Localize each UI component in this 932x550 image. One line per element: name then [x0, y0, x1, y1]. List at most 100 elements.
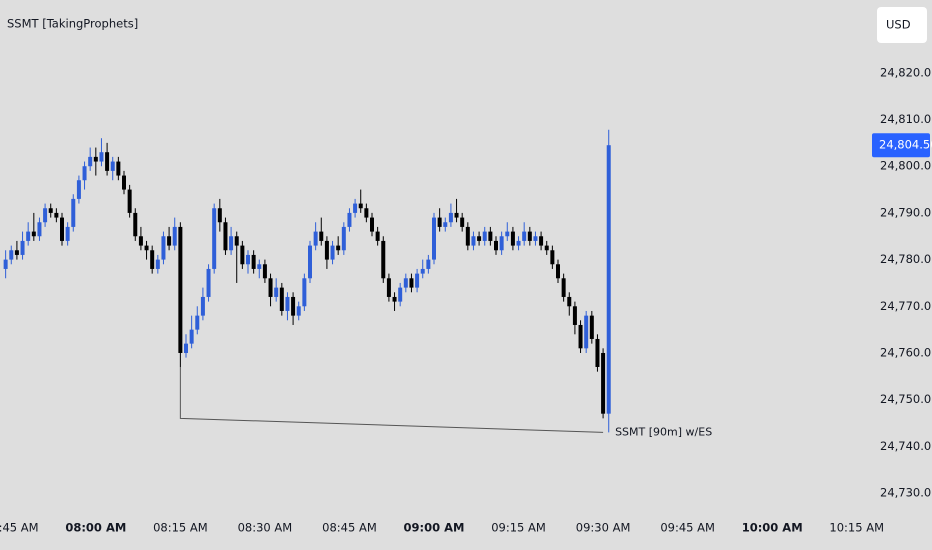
- candle-body: [246, 254, 250, 265]
- x-tick-label: 07:45 AM: [0, 521, 39, 535]
- candle-body: [155, 259, 160, 269]
- candle-body: [510, 231, 515, 246]
- annotation-label: SSMT [90m] w/ES: [615, 425, 712, 438]
- candle-body: [20, 240, 25, 255]
- candle-body: [477, 236, 482, 241]
- candle-body: [88, 156, 93, 167]
- candle-body: [420, 268, 425, 274]
- candle-body: [381, 240, 386, 279]
- candle-body: [212, 208, 217, 269]
- candle-body: [234, 236, 239, 246]
- candle-body: [116, 161, 121, 176]
- y-tick-label: 24,730.00: [880, 486, 932, 500]
- y-tick-label: 24,770.00: [880, 299, 932, 313]
- candle-body: [527, 231, 532, 241]
- candle-body: [482, 231, 487, 241]
- y-tick-label: 24,800.00: [880, 159, 932, 173]
- candle-body: [409, 278, 414, 288]
- y-tick-label: 24,740.00: [880, 439, 932, 453]
- candle-body: [82, 166, 87, 181]
- candle-body: [353, 203, 358, 213]
- candle-body: [26, 231, 31, 241]
- candle-body: [285, 296, 290, 311]
- price-tag-label: 24,804.50: [879, 138, 932, 152]
- candle-body: [505, 231, 510, 237]
- candle-body: [330, 245, 335, 260]
- candle-body: [251, 254, 256, 269]
- candle-body: [240, 245, 245, 265]
- candle-body: [454, 212, 459, 218]
- x-tick-label: 08:00 AM: [65, 521, 126, 535]
- candle-body: [127, 189, 132, 213]
- candle-body: [471, 236, 476, 246]
- candle-body: [522, 231, 527, 241]
- candle-body: [48, 208, 53, 213]
- candle-body: [93, 156, 98, 162]
- x-tick-label: 09:15 AM: [491, 521, 546, 535]
- candle-body: [561, 278, 566, 297]
- candle-body: [144, 245, 149, 251]
- candle-body: [206, 268, 211, 297]
- candle-body: [9, 250, 14, 260]
- x-tick-label: 10:15 AM: [829, 521, 884, 535]
- candle-body: [257, 264, 262, 269]
- candle-body: [37, 222, 42, 237]
- candle-body: [595, 338, 600, 367]
- candle-body: [392, 296, 397, 302]
- candle-body: [161, 236, 166, 260]
- candle-body: [167, 236, 172, 246]
- candle-body: [65, 226, 70, 241]
- currency-label[interactable]: USD: [886, 18, 911, 32]
- candle-body: [516, 240, 521, 246]
- x-tick-label: 10:00 AM: [742, 521, 803, 535]
- y-tick-label: 24,750.00: [880, 392, 932, 406]
- candle-body: [133, 212, 138, 237]
- candle-body: [606, 145, 611, 414]
- y-tick-label: 24,790.00: [880, 205, 932, 219]
- candle-body: [99, 152, 104, 162]
- candle-body: [31, 231, 36, 237]
- candle-body: [499, 236, 504, 251]
- candle-body: [488, 231, 493, 241]
- candle-body: [539, 236, 544, 246]
- candle-body: [105, 152, 110, 171]
- y-tick-label: 24,780.00: [880, 252, 932, 266]
- price-tag: [872, 133, 930, 158]
- candle-body: [556, 264, 560, 279]
- candle-body: [370, 217, 374, 232]
- candle-body: [291, 296, 296, 316]
- candle-body: [150, 250, 155, 269]
- candle-body: [184, 343, 188, 353]
- candle-body: [364, 208, 369, 218]
- candle-body: [375, 231, 380, 241]
- candle-body: [14, 250, 19, 255]
- candle-body: [533, 236, 538, 241]
- candle-body: [341, 226, 346, 251]
- candle-body: [465, 226, 470, 246]
- candle-body: [544, 245, 549, 251]
- x-tick-label: 08:15 AM: [153, 521, 208, 535]
- candle-body: [432, 217, 436, 260]
- candle-body: [601, 352, 606, 414]
- candle-body: [54, 212, 59, 218]
- candle-body: [274, 287, 279, 297]
- candle-body: [122, 175, 126, 190]
- candle-body: [386, 278, 391, 297]
- x-tick-label: 08:45 AM: [322, 521, 377, 535]
- candle-body: [71, 198, 76, 227]
- candle-body: [302, 278, 307, 307]
- candle-body: [189, 329, 194, 344]
- x-tick-label: 09:30 AM: [576, 521, 631, 535]
- candle-body: [550, 250, 555, 265]
- candle-body: [195, 315, 200, 330]
- y-tick-label: 24,760.00: [880, 345, 932, 359]
- candle-body: [567, 296, 572, 307]
- currency-button[interactable]: [877, 7, 927, 43]
- candle-body: [572, 306, 577, 325]
- candle-body: [319, 231, 324, 241]
- candle-body: [262, 264, 267, 279]
- candle-body: [60, 217, 64, 241]
- candle-body: [443, 222, 448, 227]
